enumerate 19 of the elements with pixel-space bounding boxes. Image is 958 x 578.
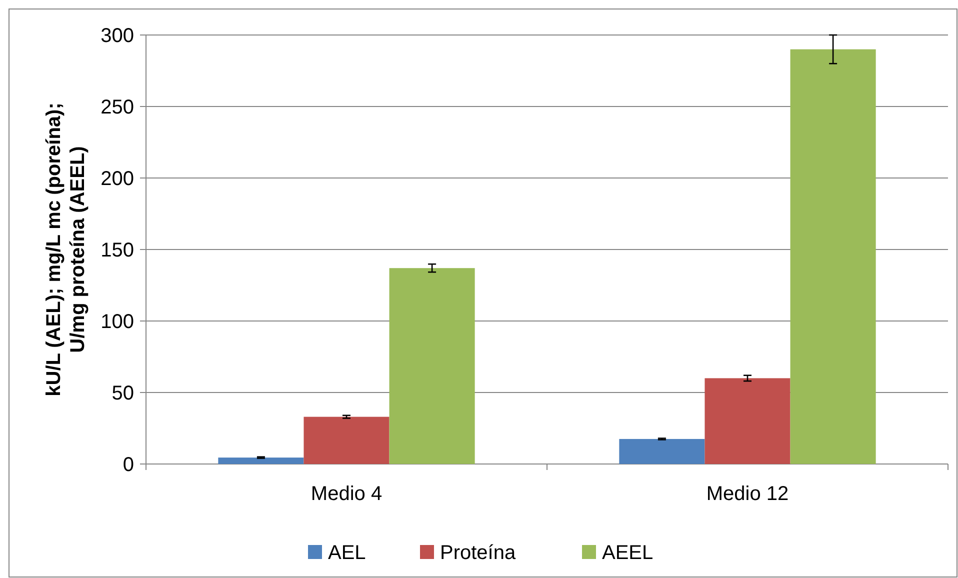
y-tick-label: 50 — [112, 382, 134, 404]
x-tick-label: Medio 4 — [310, 483, 382, 505]
bar — [790, 49, 876, 464]
y-tick-label: 300 — [100, 25, 134, 47]
y-tick-label: 0 — [122, 454, 134, 476]
bar — [389, 268, 475, 464]
legend-label: AEEL — [602, 542, 654, 564]
y-tick-label: 200 — [100, 168, 134, 190]
legend-label: Proteína — [440, 542, 516, 564]
x-tick-label: Medio 12 — [706, 483, 789, 505]
bar — [218, 458, 304, 464]
y-tick-label: 150 — [100, 240, 134, 262]
bar — [304, 416, 390, 464]
y-tick-label: 100 — [100, 311, 134, 333]
bar — [704, 378, 790, 464]
y-axis-title: kU/L (AEL); mg/L mc (poreína); U/mg proteína (AEEL) — [43, 102, 89, 396]
legend-label: AEL — [328, 542, 366, 564]
bar — [619, 438, 705, 464]
y-tick-label: 250 — [100, 96, 134, 118]
